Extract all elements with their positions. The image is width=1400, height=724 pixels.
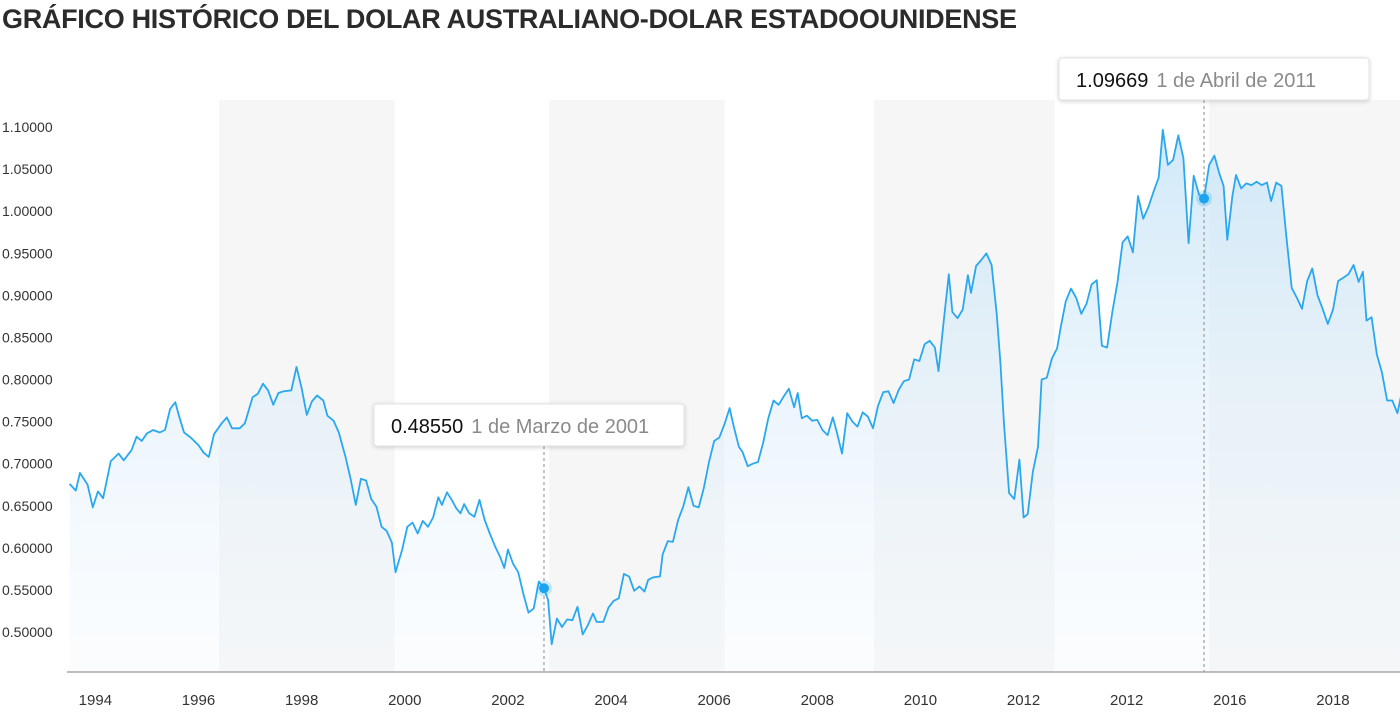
x-tick-label: 2004 [594,692,627,709]
area-fill [69,129,1400,672]
tooltip-text: 0.48550 1 de Marzo de 2001 [391,416,649,438]
y-tick-label: 1.00000 [2,203,53,219]
x-tick-label: 1998 [285,692,318,709]
data-point-marker[interactable] [538,583,549,594]
y-tick-label: 0.65000 [2,498,53,514]
annotations: 0.48550 1 de Marzo de 2001 1.09669 1 de Abr… [373,57,1370,672]
tooltip-box [373,403,685,447]
tooltip-box [1058,57,1370,101]
x-tick-label: 2008 [801,692,834,709]
y-tick-label: 0.95000 [2,245,53,261]
tooltip-date: 1 de Abril de 2011 [1156,70,1316,92]
y-tick-label: 1.05000 [2,161,53,177]
y-tick-label: 0.55000 [2,582,53,598]
y-axis-ticks: 0.50000 0.55000 0.60000 0.65000 0.70000 0.750… [2,119,53,640]
y-tick-label: 0.60000 [2,540,53,556]
y-tick-label: 1.10000 [2,119,53,135]
x-tick-label: 2006 [697,692,730,709]
tooltip-date: 1 de Marzo de 2001 [471,416,649,438]
x-tick-label: 2018 [1316,692,1349,709]
x-tick-label: 1994 [79,692,112,709]
tooltip-text: 1.09669 1 de Abril de 2011 [1076,70,1316,92]
x-tick-label: 2000 [388,692,421,709]
y-tick-label: 0.70000 [2,456,53,472]
x-tick-label: 1996 [182,692,215,709]
annotation-1[interactable]: 1.09669 1 de Abril de 2011 [1058,57,1370,672]
series-line [68,128,1400,646]
x-tick-label: 2016 [1213,692,1246,709]
y-tick-label: 0.85000 [2,329,53,345]
annotation-0[interactable]: 0.48550 1 de Marzo de 2001 [373,403,685,672]
y-tick-label: 0.90000 [2,287,53,303]
chart-title: GRÁFICO HISTÓRICO DEL DOLAR AUSTRALIANO-… [2,4,1017,34]
x-tick-label: 2012 [1110,692,1143,709]
y-tick-label: 0.80000 [2,372,53,388]
data-point-marker[interactable] [1199,193,1210,204]
tooltip-value: 0.48550 [391,416,463,438]
y-tick-label: 0.50000 [2,624,53,640]
x-tick-label: 2010 [904,692,937,709]
x-tick-label: 2002 [491,692,524,709]
x-tick-label: 2012 [1007,692,1040,709]
x-axis-ticks: 1994 1996 1998 2000 2002 2004 2006 2008 2010 2012… [79,692,1350,709]
y-tick-label: 0.75000 [2,414,53,430]
tooltip-value: 1.09669 [1076,70,1148,92]
